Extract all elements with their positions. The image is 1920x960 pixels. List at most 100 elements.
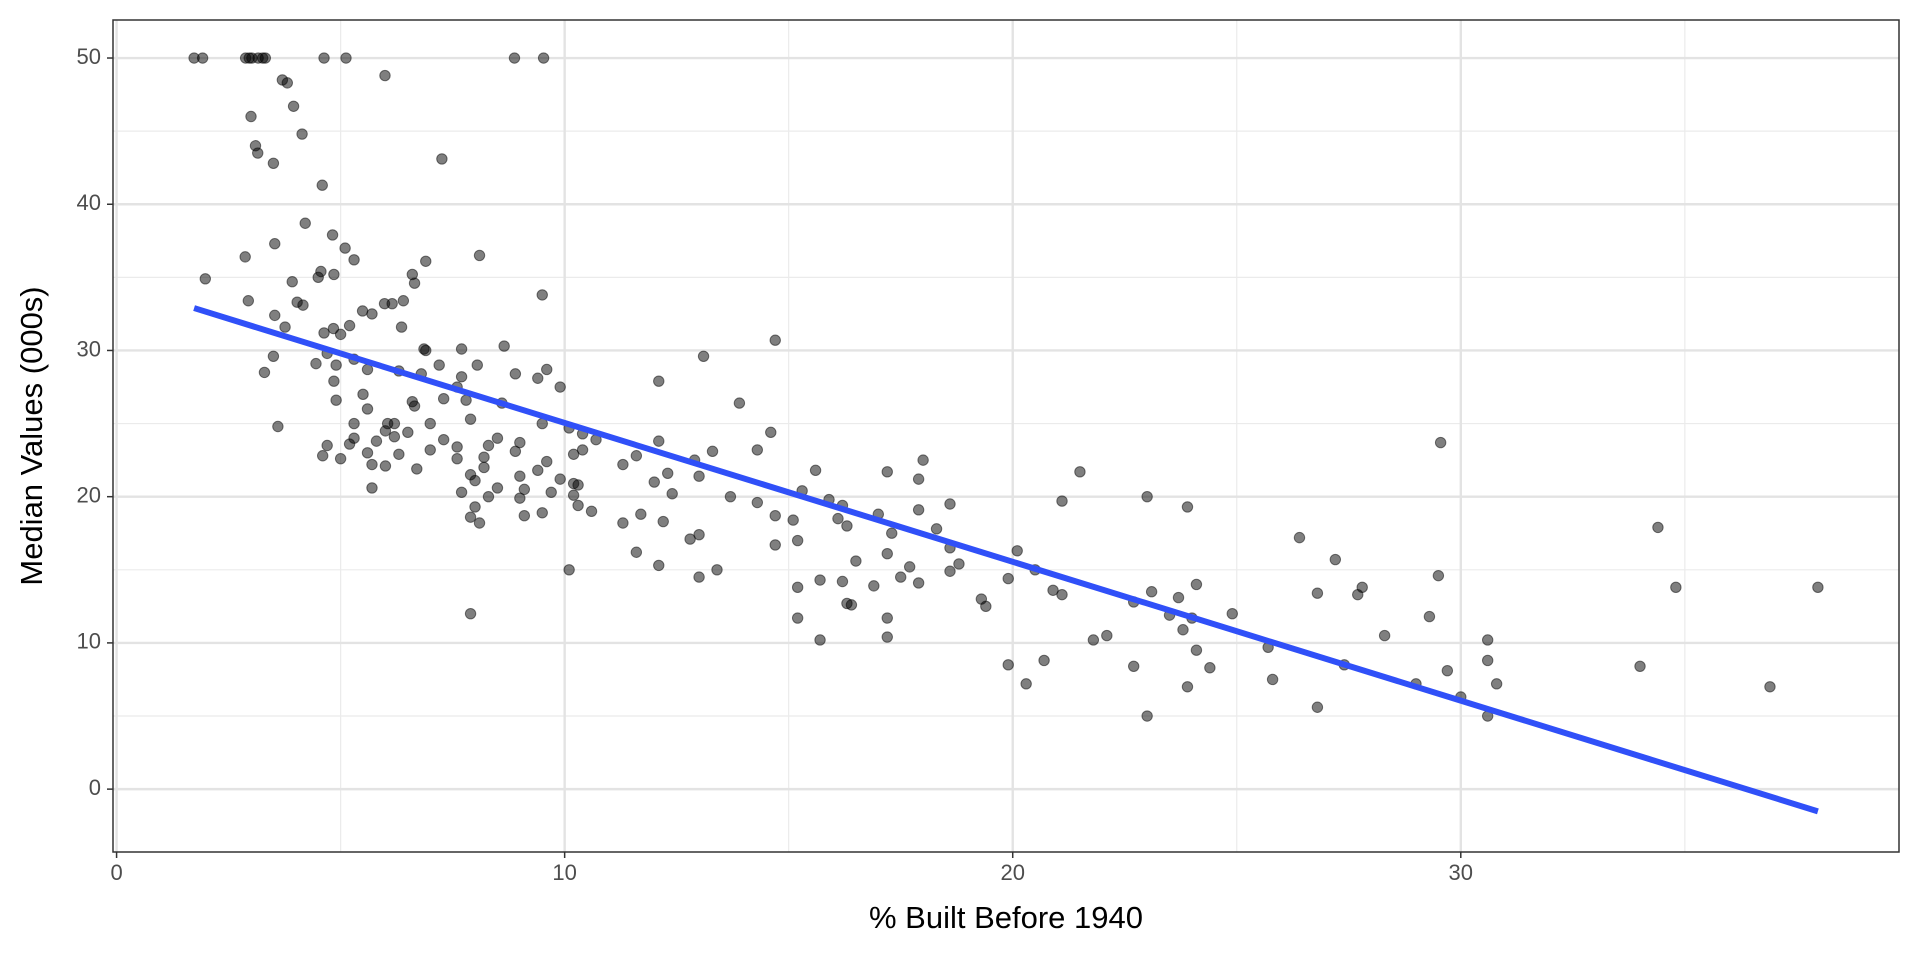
point [724, 490, 737, 503]
point [850, 555, 862, 567]
point [252, 147, 264, 159]
point [473, 249, 486, 262]
point [420, 344, 432, 357]
point [630, 546, 643, 558]
point [1141, 490, 1153, 503]
point [868, 580, 880, 592]
point [895, 571, 907, 583]
point [814, 634, 826, 646]
point [653, 435, 665, 447]
point [379, 460, 392, 472]
point [536, 289, 548, 301]
point [572, 499, 584, 512]
point [841, 520, 853, 532]
point [328, 375, 340, 387]
point [1181, 501, 1194, 513]
point [433, 359, 445, 371]
y-tick-label: 0 [89, 775, 101, 800]
point [316, 450, 329, 462]
point [1311, 701, 1324, 713]
point [1190, 578, 1203, 591]
point [258, 366, 271, 379]
point [693, 571, 705, 583]
point [393, 448, 405, 460]
point [657, 515, 669, 528]
y-tick-label: 30 [77, 336, 101, 361]
point [508, 52, 521, 64]
point [1002, 659, 1014, 671]
fit-line [193, 305, 1819, 815]
point [930, 523, 943, 535]
point [196, 52, 209, 64]
point [1204, 662, 1216, 674]
point [361, 403, 374, 415]
y-tick-label: 50 [77, 44, 101, 69]
point [451, 441, 463, 453]
point [787, 514, 799, 526]
y-tick-label: 20 [77, 482, 101, 507]
point [482, 490, 495, 503]
point [648, 476, 660, 488]
point [245, 110, 257, 123]
point [395, 321, 408, 333]
point [585, 505, 598, 518]
point [199, 273, 212, 285]
point [1038, 654, 1050, 667]
plot-background [113, 20, 1899, 852]
point [267, 350, 280, 363]
point [424, 417, 436, 430]
point [541, 455, 553, 468]
point [751, 444, 764, 456]
point [1812, 581, 1824, 594]
point [912, 577, 925, 589]
point [366, 482, 378, 494]
point [420, 255, 432, 267]
point [340, 52, 352, 64]
point [471, 359, 483, 371]
point [1652, 521, 1664, 534]
point [242, 295, 255, 307]
point [296, 128, 308, 140]
point [697, 350, 710, 363]
point [299, 217, 311, 229]
point [269, 309, 281, 322]
point [518, 483, 531, 496]
point [1634, 660, 1646, 672]
point [318, 52, 330, 64]
point [1011, 545, 1023, 557]
point [567, 489, 580, 501]
point [532, 464, 544, 477]
point [653, 559, 665, 572]
point [944, 565, 956, 577]
point [478, 451, 490, 463]
point [312, 271, 324, 284]
point [554, 381, 566, 393]
point [917, 454, 929, 466]
point [809, 464, 822, 477]
point [791, 612, 804, 624]
point [464, 607, 477, 620]
point [469, 501, 481, 513]
point [408, 400, 421, 412]
point [567, 448, 580, 460]
point [814, 574, 826, 586]
point [397, 295, 410, 307]
point [1311, 587, 1324, 599]
point [912, 504, 925, 516]
point [769, 509, 781, 522]
point [411, 463, 423, 475]
point [563, 564, 575, 576]
point [944, 498, 956, 510]
point [1172, 591, 1185, 604]
point [455, 371, 468, 383]
point [881, 612, 893, 624]
point [1087, 634, 1100, 646]
point [437, 393, 450, 405]
point [357, 388, 369, 401]
point [328, 268, 340, 281]
point [348, 417, 360, 430]
point [455, 486, 468, 498]
point [751, 496, 764, 509]
point [334, 452, 347, 465]
point [1047, 584, 1059, 596]
